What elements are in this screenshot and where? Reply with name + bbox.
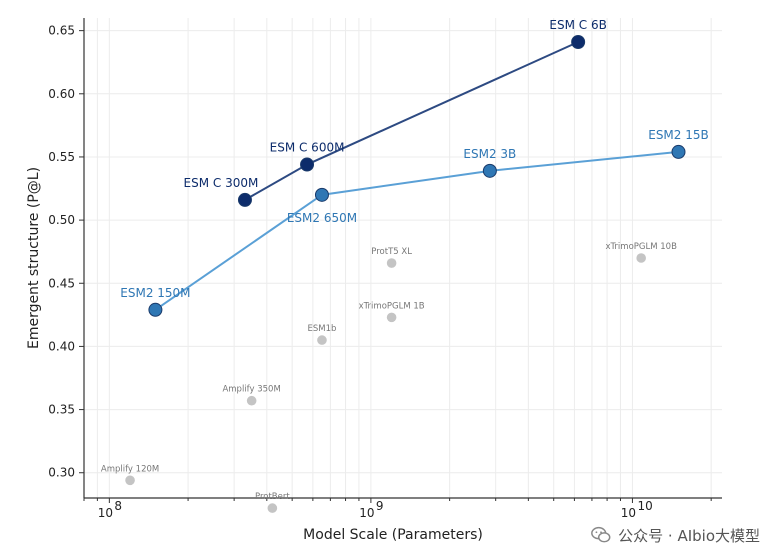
data-point [300, 157, 315, 172]
data-label: ProtBert [255, 492, 290, 502]
y-tick-label: 0.30 [48, 466, 75, 480]
x-tick-exponent: 8 [114, 499, 122, 513]
y-tick-label: 0.40 [48, 339, 75, 353]
y-axis-label: Emergent structure (P@L) [26, 167, 42, 349]
data-point [246, 395, 257, 406]
data-label: ESM C 300M [184, 176, 259, 190]
data-point [571, 35, 586, 49]
series-esm-c: ESM C 300M ESM C 600M ESM C 6B [184, 18, 607, 207]
data-label: Amplify 350M [222, 385, 280, 395]
data-point [314, 187, 329, 202]
x-tick-label: 10 [621, 506, 636, 520]
data-label: ESM C 600M [270, 141, 345, 155]
watermark: 公众号 · AIbio大模型 [590, 524, 760, 546]
data-point [148, 302, 163, 317]
data-label: ESM2 650M [287, 211, 357, 225]
wechat-icon [591, 526, 611, 543]
data-label: ESM2 15B [648, 128, 709, 142]
data-point [386, 258, 397, 268]
grid [83, 18, 722, 498]
x-tick-exponent: 10 [637, 499, 652, 513]
data-point [317, 335, 327, 345]
data-label: ESM1b [308, 324, 337, 334]
data-label: Amplify 120M [101, 464, 159, 474]
data-point [125, 475, 135, 486]
x-tick-exponent: 9 [376, 499, 384, 513]
data-point [671, 144, 686, 159]
data-label: ESM2 150M [120, 286, 190, 300]
data-label: xTrimoPGLM 1B [359, 301, 425, 311]
data-point [237, 192, 252, 207]
data-point [482, 163, 497, 178]
data-point [636, 253, 646, 263]
series-line [154, 150, 679, 311]
data-point [386, 312, 397, 323]
watermark-text: 公众号 · AIbio大模型 [618, 526, 760, 545]
x-tick-label: 10 [359, 506, 374, 520]
data-label: ESM C 6B [549, 18, 606, 32]
y-tick-label: 0.35 [48, 403, 75, 417]
data-label: xTrimoPGLM 10B [605, 242, 677, 252]
y-tick-label: 0.65 [48, 24, 75, 38]
series-other-models: Amplify 120M ProtBert Amplify 350M ESM1b xTr… [101, 242, 677, 513]
y-tick-label: 0.45 [48, 276, 75, 290]
y-tick-label: 0.50 [48, 213, 75, 227]
data-label: ProtT5 XL [371, 247, 412, 257]
x-axis-label: Model Scale (Parameters) [303, 527, 483, 543]
y-tick-label: 0.60 [48, 87, 75, 101]
data-label: ESM2 3B [463, 147, 516, 161]
y-tick-label: 0.55 [48, 150, 75, 164]
data-point [267, 503, 278, 513]
series-esm2: ESM2 150M ESM2 650M ESM2 3B ESM2 15B [120, 128, 709, 317]
x-tick-label: 10 [98, 506, 113, 520]
